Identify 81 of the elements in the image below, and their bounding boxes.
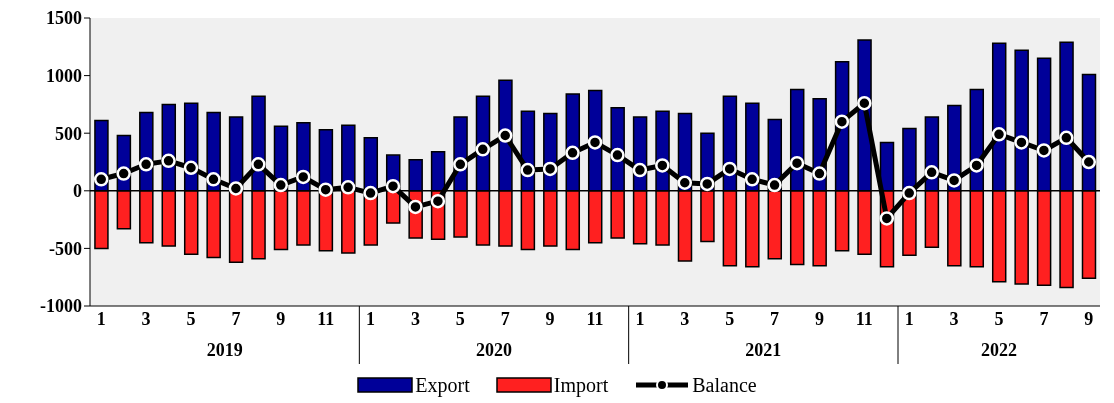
- y-tick-label: -1000: [40, 296, 82, 317]
- x-tick-label: 1: [904, 308, 914, 329]
- point: [924, 165, 939, 180]
- text: 2022: [981, 340, 1017, 360]
- point: [587, 135, 603, 150]
- y-tick-label: 500: [55, 123, 82, 144]
- x-tick-label: 11: [586, 308, 604, 329]
- x-tick-label: 7: [770, 308, 780, 329]
- x-tick-label: 7: [231, 308, 241, 329]
- point: [722, 161, 737, 177]
- x-tick-label: 1: [96, 308, 106, 329]
- text: 2019: [206, 340, 243, 360]
- point: [744, 172, 760, 187]
- point: [699, 176, 715, 192]
- x-tick-label: 9: [276, 308, 286, 329]
- x-tick-label: 1: [366, 308, 376, 329]
- x-tick-label: 3: [141, 308, 151, 329]
- point: [161, 153, 176, 169]
- legend-label: Export: [415, 373, 470, 397]
- y-tick-label: 1000: [46, 65, 82, 86]
- point: [879, 211, 895, 226]
- x-tick-label: 9: [814, 308, 824, 329]
- point: [273, 177, 289, 193]
- x-tick-label: 7: [500, 308, 510, 329]
- y-tick-label: -500: [49, 238, 82, 259]
- x-tick-label: 9: [1084, 308, 1094, 329]
- point: [430, 193, 446, 209]
- point: [565, 145, 580, 161]
- x-tick-label: 7: [1039, 308, 1049, 329]
- point: [655, 158, 670, 173]
- point: [991, 127, 1007, 142]
- point: [812, 166, 827, 181]
- point: [497, 128, 513, 143]
- point: [1081, 154, 1097, 170]
- point: [857, 96, 872, 111]
- text: 2020: [476, 340, 512, 360]
- x-tick-label: 3: [410, 308, 420, 329]
- point: [1036, 143, 1052, 158]
- point: [138, 157, 154, 172]
- point: [206, 172, 221, 187]
- x-tick-label: 9: [545, 308, 555, 329]
- point: [946, 173, 962, 188]
- point: [789, 155, 805, 171]
- x-tick-label: 5: [725, 308, 735, 329]
- point: [340, 180, 356, 195]
- point: [318, 182, 333, 197]
- legend-label: Import: [553, 373, 609, 397]
- x-tick-label: 11: [317, 308, 335, 329]
- x-tick-label: 3: [680, 308, 690, 329]
- point: [385, 178, 401, 194]
- text: 2021: [745, 340, 782, 360]
- point: [677, 175, 693, 190]
- point: [610, 147, 625, 163]
- x-tick-label: 1: [635, 308, 645, 329]
- x-tick-label: 11: [855, 308, 873, 329]
- legend-label: Balance: [692, 373, 757, 397]
- point: [520, 162, 535, 178]
- point: [969, 158, 984, 173]
- y-tick-label: 0: [73, 181, 82, 202]
- x-tick-label: 5: [186, 308, 196, 329]
- point: [183, 160, 199, 176]
- x-tick-label: 3: [949, 308, 959, 329]
- x-tick-label: 5: [994, 308, 1004, 329]
- point: [632, 162, 648, 178]
- point: [767, 177, 782, 193]
- point: [228, 181, 244, 196]
- point: [1014, 135, 1029, 150]
- point: [116, 166, 131, 181]
- point: [901, 185, 917, 201]
- point: [1059, 130, 1074, 146]
- point: [251, 157, 266, 172]
- point: [475, 142, 491, 157]
- point: [93, 172, 109, 187]
- x-tick-label: 5: [455, 308, 465, 329]
- point: [295, 169, 311, 185]
- point: [453, 157, 468, 172]
- point: [408, 199, 423, 215]
- point: [542, 161, 558, 177]
- point: [834, 114, 850, 129]
- point: [363, 185, 378, 201]
- y-tick-label: 1500: [46, 8, 82, 29]
